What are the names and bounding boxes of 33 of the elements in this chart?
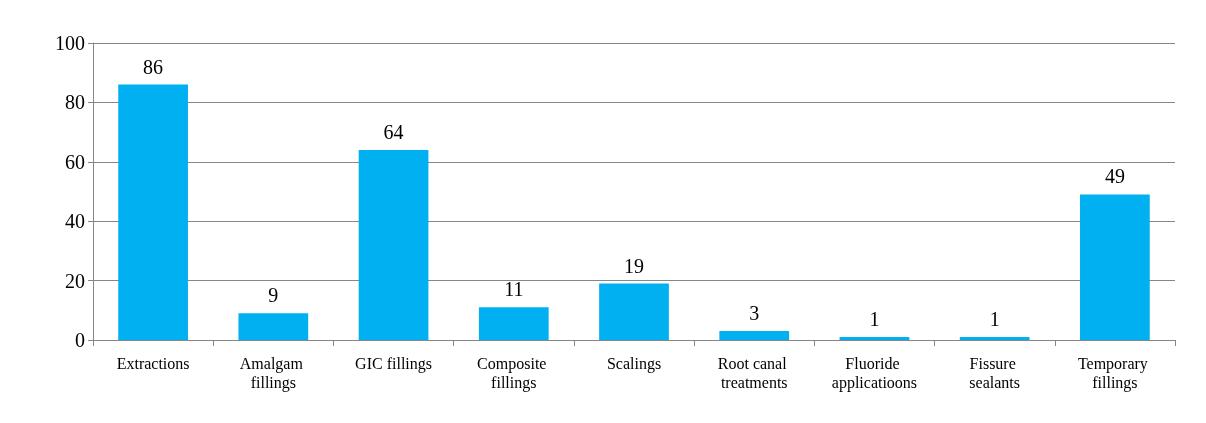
data-label: 49 xyxy=(1104,165,1125,188)
y-tick-label: 80 xyxy=(65,91,85,114)
bar xyxy=(118,84,188,340)
bar xyxy=(959,337,1030,340)
x-tick-label: Root canal treatments xyxy=(717,355,791,391)
data-label: 9 xyxy=(268,284,279,307)
bar xyxy=(478,307,549,340)
data-label: 1 xyxy=(869,308,880,331)
bar xyxy=(599,283,669,340)
x-tick-label: Fissure sealants xyxy=(969,355,1020,391)
bar xyxy=(839,337,910,340)
y-tick-label: 0 xyxy=(75,329,85,351)
data-label: 3 xyxy=(749,302,760,325)
data-label: 11 xyxy=(504,278,524,301)
x-tick-label: GIC fillings xyxy=(355,355,432,373)
y-tick-label: 100 xyxy=(55,32,85,54)
data-label: 86 xyxy=(143,55,164,78)
y-tick-label: 60 xyxy=(65,150,85,173)
x-tick-label: Temporary fillings xyxy=(1077,355,1152,392)
data-label: 19 xyxy=(624,254,644,277)
bar xyxy=(719,331,790,340)
data-label: 1 xyxy=(989,308,1000,331)
bar xyxy=(1080,194,1150,340)
bar xyxy=(238,313,309,340)
x-tick-label: Amalgam fillings xyxy=(239,355,307,392)
y-tick-label: 40 xyxy=(65,210,85,233)
bar xyxy=(358,149,429,340)
x-tick-label: Scalings xyxy=(606,355,662,373)
x-tick-label: Composite fillings xyxy=(477,355,551,392)
x-tick-label: Fluoride applicatioons xyxy=(831,355,918,392)
y-tick-label: 20 xyxy=(65,269,85,292)
x-tick-label: Extractions xyxy=(116,355,190,372)
data-label: 64 xyxy=(383,120,404,143)
